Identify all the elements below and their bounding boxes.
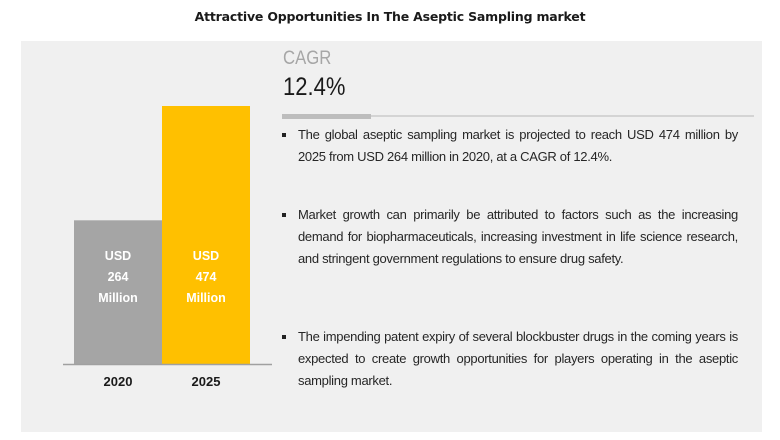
bar-data-label: 474 [196,270,217,284]
bar-data-label: Million [98,291,138,305]
bar-data-label: USD [105,249,131,263]
cagr-label: CAGR [283,48,332,69]
bullet-icon [282,335,286,339]
bar-2020 [74,220,162,364]
bullet-text: The global aseptic sampling market is pr… [298,127,738,164]
bar-data-label: 264 [108,270,129,284]
cagr-divider-accent [282,114,371,119]
bar-data-label: Million [186,291,226,305]
bullet-text: The impending patent expiry of several b… [298,329,738,388]
cagr-divider [282,115,754,117]
bar-2025 [162,106,250,364]
page-title: Attractive Opportunities In The Aseptic … [194,9,586,24]
cagr-value: 12.4% [283,73,346,101]
x-tick-label: 2025 [192,374,221,389]
bar-data-label: USD [193,249,219,263]
bullet-icon [282,133,286,137]
x-tick-label: 2020 [104,374,133,389]
bullet-icon [282,213,286,217]
bullet-text: Market growth can primarily be attribute… [298,207,738,266]
